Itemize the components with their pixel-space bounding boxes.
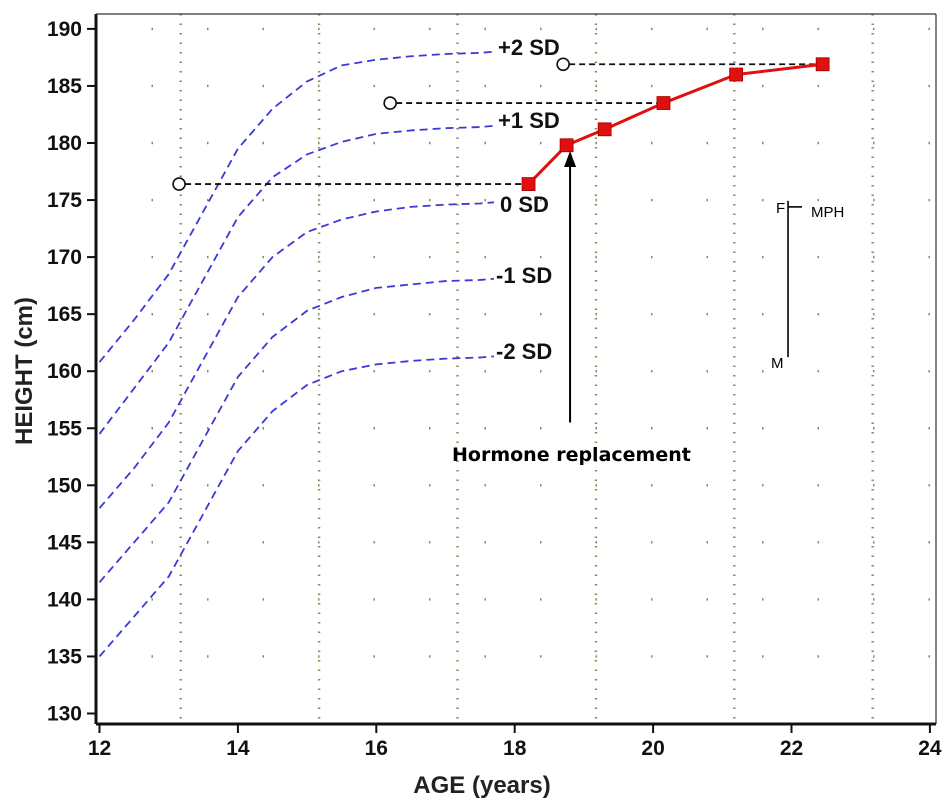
hormone-replacement-label: Hormone replacement (452, 444, 691, 466)
x-tick-label: 18 (503, 737, 527, 760)
grid (96, 14, 936, 724)
x-tick-label: 12 (88, 737, 111, 760)
y-tick-label: 150 (47, 474, 82, 497)
x-tick-label: 24 (918, 737, 942, 760)
sd-label-minus-1: -1 SD (496, 263, 552, 288)
y-tick-label: 180 (47, 132, 82, 155)
x-tick-label: 14 (226, 737, 250, 760)
reference-curve (98, 277, 495, 583)
plot-area (96, 14, 936, 724)
patient-series (521, 57, 830, 191)
y-tick-label: 190 (47, 18, 82, 41)
y-tick-label: 165 (47, 303, 82, 326)
sd-label-0: 0 SD (500, 192, 549, 217)
open-circle-marker (383, 96, 397, 110)
reference-curves (98, 50, 495, 658)
mph-label: MPH (811, 204, 844, 221)
x-axis-title: AGE (years) (413, 772, 550, 799)
mph-mother-label: M (771, 355, 784, 372)
annotations: +2 SD +1 SD 0 SD -1 SD -2 SD Hormone rep… (452, 35, 844, 466)
reference-curve (98, 355, 495, 658)
open-circle-marker (172, 177, 186, 191)
y-tick-label: 175 (47, 189, 82, 212)
tick-labels: 130 135 140 145 150 155 160 165 170 175 180 185 190 1… (47, 18, 942, 760)
patient-height-point (521, 177, 536, 191)
patient-height-point (656, 96, 671, 110)
patient-height-point (597, 122, 612, 137)
axes (94, 13, 937, 726)
open-circle-marker (556, 57, 570, 72)
y-tick-label: 155 (47, 417, 82, 440)
arrow-head (564, 150, 577, 167)
open-marker-lines (172, 57, 823, 191)
sd-label-plus-2: +2 SD (498, 35, 560, 60)
sd-label-minus-2: -2 SD (496, 339, 552, 364)
x-tick-label: 20 (641, 737, 664, 760)
y-tick-label: 145 (47, 531, 82, 554)
sd-label-plus-1: +1 SD (498, 108, 560, 133)
mph-father-label: F (776, 200, 785, 217)
x-tick-label: 22 (780, 737, 803, 760)
reference-curve (98, 124, 495, 435)
y-tick-label: 170 (47, 246, 82, 269)
reference-curve (98, 50, 495, 363)
y-tick-label: 130 (47, 703, 82, 726)
y-axis-title: HEIGHT (cm) (11, 297, 38, 445)
x-tick-label: 16 (365, 737, 388, 760)
y-tick-label: 160 (47, 360, 82, 383)
reference-curve (98, 201, 495, 509)
patient-height-point (559, 138, 574, 153)
y-tick-label: 140 (47, 588, 82, 611)
patient-height-point (815, 57, 830, 72)
patient-height-point (729, 67, 744, 82)
y-tick-label: 135 (47, 645, 82, 668)
y-tick-label: 185 (47, 75, 82, 98)
